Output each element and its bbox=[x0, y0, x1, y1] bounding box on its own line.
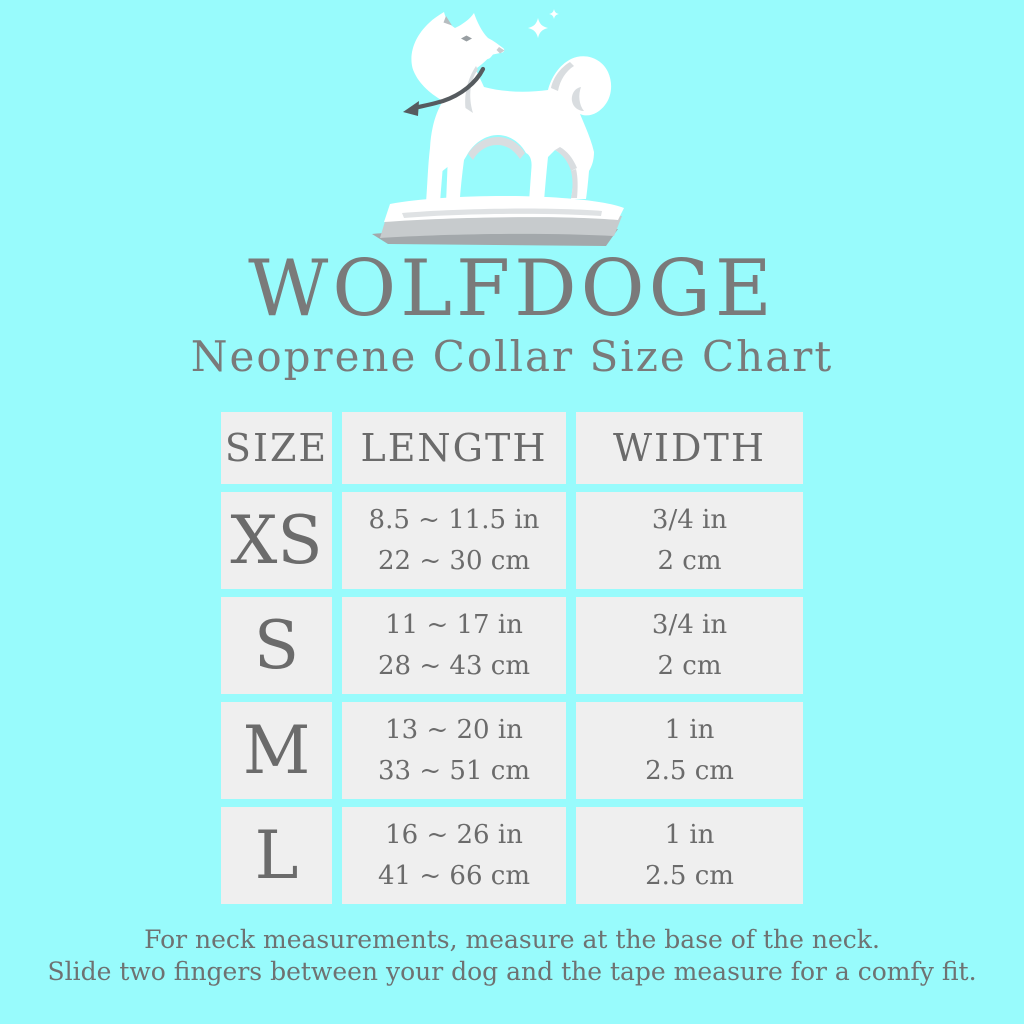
size-label-s: S bbox=[221, 597, 332, 694]
length-cm: 28 ~ 43 cm bbox=[378, 651, 530, 681]
nose bbox=[496, 47, 505, 54]
brand-name: WOLFDOGE bbox=[248, 244, 776, 334]
chart-title: Neoprene Collar Size Chart bbox=[190, 332, 834, 381]
instruction-line-2: Slide two fingers between your dog and t… bbox=[47, 957, 977, 986]
width-cm: 2.5 cm bbox=[645, 756, 734, 786]
width-inches: 1 in bbox=[664, 715, 715, 745]
width-cell-s: 3/4 in 2 cm bbox=[576, 597, 803, 694]
length-inches: 11 ~ 17 in bbox=[385, 610, 523, 640]
width-cell-xs: 3/4 in 2 cm bbox=[576, 492, 803, 589]
length-inches: 8.5 ~ 11.5 in bbox=[368, 505, 540, 535]
size-label-xs: XS bbox=[221, 492, 332, 589]
length-cell-s: 11 ~ 17 in 28 ~ 43 cm bbox=[342, 597, 566, 694]
length-cell-xs: 8.5 ~ 11.5 in 22 ~ 30 cm bbox=[342, 492, 566, 589]
width-cell-l: 1 in 2.5 cm bbox=[576, 807, 803, 904]
eye bbox=[461, 35, 472, 42]
size-label-l: L bbox=[221, 807, 332, 904]
length-inches: 16 ~ 26 in bbox=[385, 820, 523, 850]
husky-body bbox=[411, 12, 612, 204]
length-cm: 33 ~ 51 cm bbox=[378, 756, 530, 786]
width-cm: 2 cm bbox=[657, 651, 722, 681]
width-inches: 3/4 in bbox=[651, 610, 728, 640]
length-inches: 13 ~ 20 in bbox=[385, 715, 523, 745]
column-header-size: SIZE bbox=[221, 412, 332, 484]
size-label-m: M bbox=[221, 702, 332, 799]
length-cell-m: 13 ~ 20 in 33 ~ 51 cm bbox=[342, 702, 566, 799]
measuring-instructions: For neck measurements, measure at the ba… bbox=[0, 924, 1024, 988]
instruction-line-1: For neck measurements, measure at the ba… bbox=[144, 925, 880, 954]
length-cm: 22 ~ 30 cm bbox=[378, 546, 530, 576]
length-cell-l: 16 ~ 26 in 41 ~ 66 cm bbox=[342, 807, 566, 904]
width-inches: 3/4 in bbox=[651, 505, 728, 535]
sparkle-icon bbox=[528, 9, 559, 38]
width-cm: 2 cm bbox=[657, 546, 722, 576]
width-cell-m: 1 in 2.5 cm bbox=[576, 702, 803, 799]
width-inches: 1 in bbox=[664, 820, 715, 850]
column-header-width: WIDTH bbox=[576, 412, 803, 484]
ear-inner bbox=[443, 16, 452, 26]
column-header-length: LENGTH bbox=[342, 412, 566, 484]
size-table: SIZE LENGTH WIDTH XS 8.5 ~ 11.5 in 22 ~ … bbox=[221, 412, 803, 904]
rock-base bbox=[372, 196, 624, 246]
husky-dog-logo-icon bbox=[372, 9, 624, 246]
measuring-tape-arrow-icon bbox=[403, 66, 486, 116]
brand-logo bbox=[362, 8, 662, 248]
length-cm: 41 ~ 66 cm bbox=[378, 861, 530, 891]
width-cm: 2.5 cm bbox=[645, 861, 734, 891]
